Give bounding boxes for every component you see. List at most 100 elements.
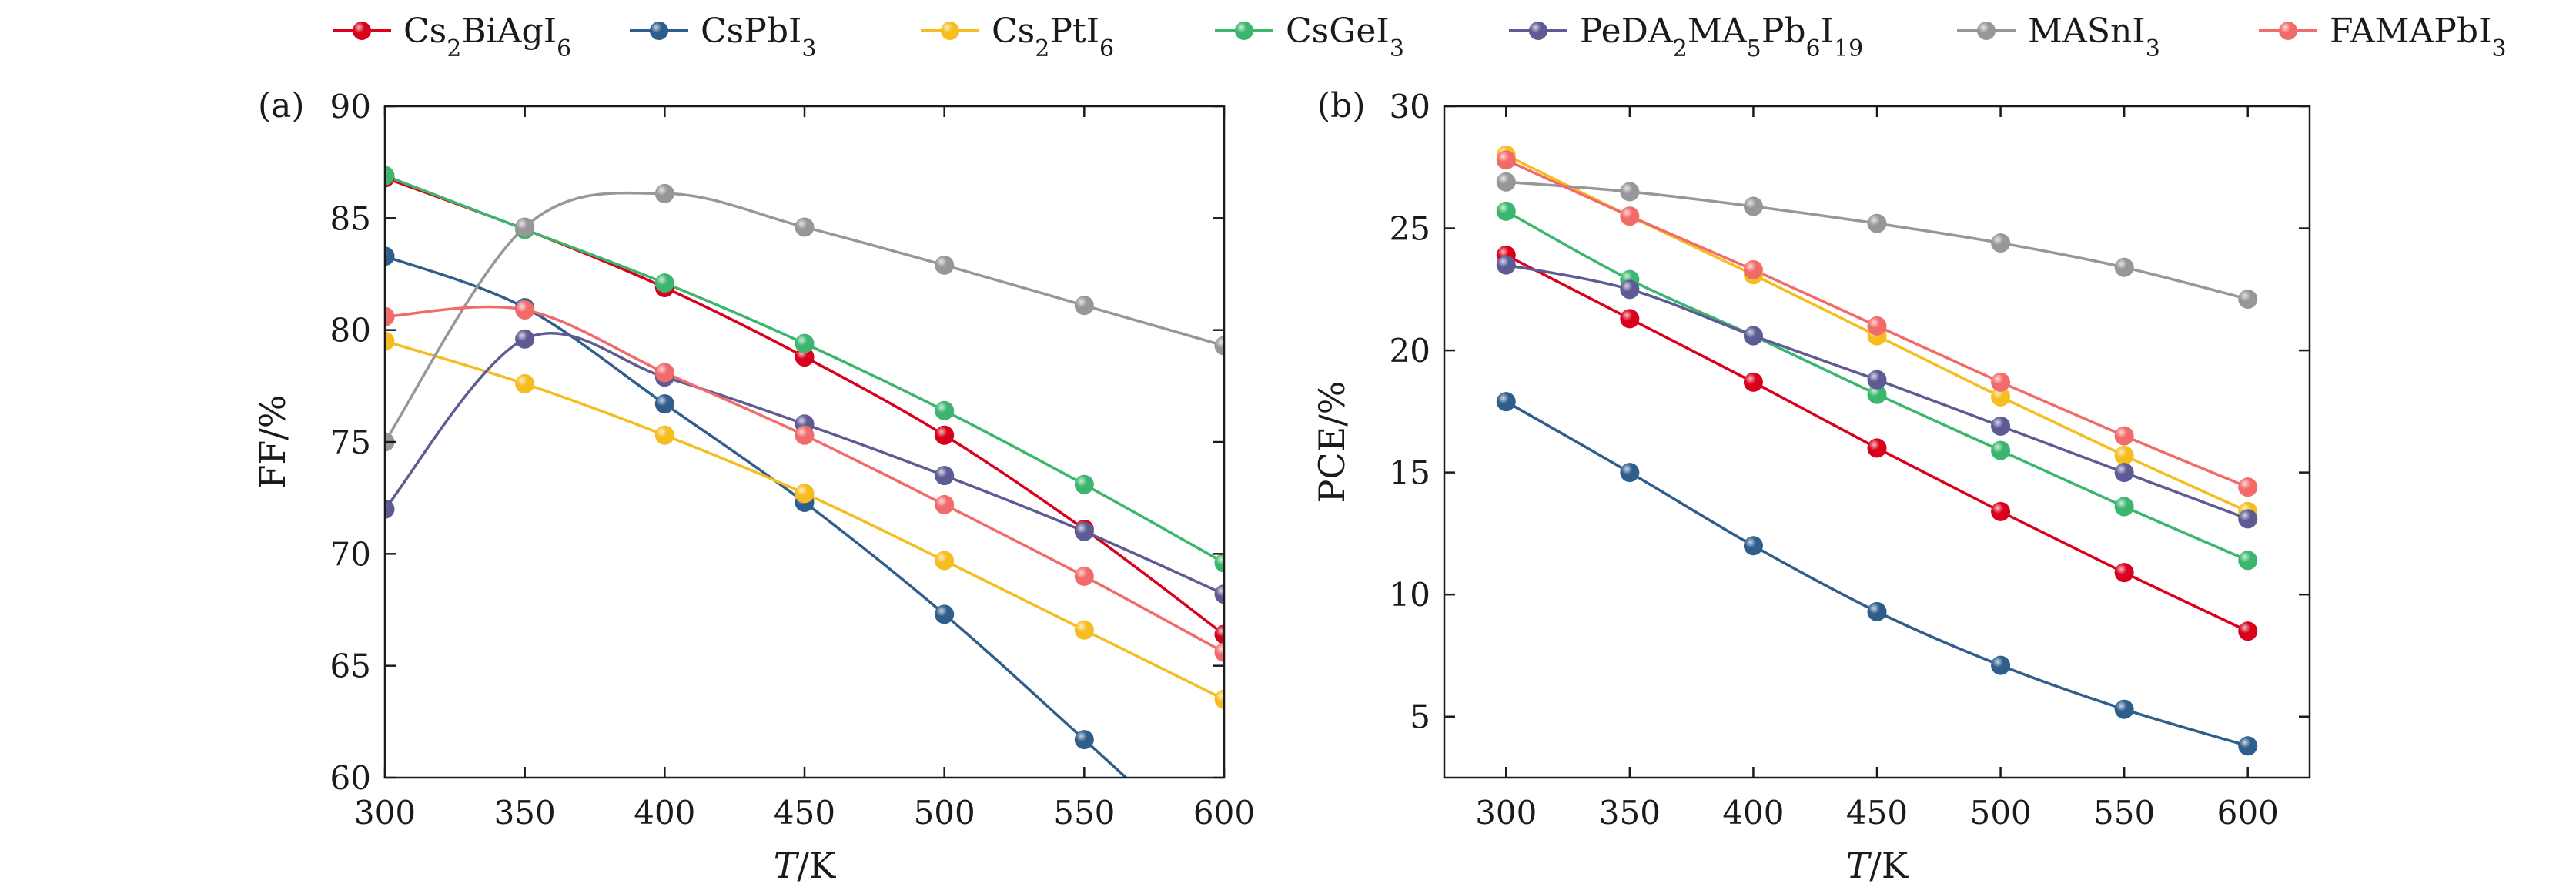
point-shine bbox=[935, 551, 955, 571]
y-tick-label: 10 bbox=[1390, 576, 1430, 614]
x-tick-label: 450 bbox=[1846, 794, 1908, 832]
y-tick-label: 15 bbox=[1390, 454, 1430, 492]
point-shine bbox=[935, 400, 955, 420]
legend-marker-shine bbox=[353, 22, 371, 40]
legend-label: CsGeI3 bbox=[1286, 12, 1404, 62]
point-shine bbox=[2238, 736, 2258, 756]
legend: Cs2BiAgI6 CsPbI3 Cs2PtI6 CsGeI3 PeDA2MA5Pb6I… bbox=[333, 12, 2507, 62]
panel-label: (a) bbox=[258, 86, 305, 126]
point-shine bbox=[935, 255, 955, 275]
y-tick-label: 25 bbox=[1390, 210, 1430, 248]
x-tick-label: 600 bbox=[1193, 794, 1255, 832]
x-tick-label: 500 bbox=[914, 794, 975, 832]
point-shine bbox=[1214, 642, 1224, 662]
point-shine bbox=[1867, 370, 1887, 390]
series-line-peda2ma5pb6i19 bbox=[385, 331, 1224, 596]
legend-marker-shine bbox=[1235, 22, 1253, 40]
legend-item-famapbi3: FAMAPbI3 bbox=[2259, 12, 2507, 62]
point-shine bbox=[1867, 438, 1887, 458]
y-tick-label: 30 bbox=[1390, 88, 1430, 126]
point-shine bbox=[1214, 336, 1224, 356]
legend-label: Cs2PtI6 bbox=[992, 12, 1114, 62]
point-shine bbox=[1214, 553, 1224, 573]
x-tick-label: 500 bbox=[1969, 794, 2031, 832]
point-shine bbox=[654, 363, 674, 383]
point-shine bbox=[1991, 655, 2011, 675]
point-shine bbox=[1214, 584, 1224, 604]
point-shine bbox=[2114, 699, 2134, 719]
legend-marker-shine bbox=[2279, 22, 2297, 40]
point-shine bbox=[1496, 150, 1516, 170]
point-shine bbox=[2114, 497, 2134, 517]
y-tick-label: 65 bbox=[330, 648, 371, 685]
y-tick-label: 75 bbox=[330, 423, 371, 461]
x-tick-label: 400 bbox=[1722, 794, 1784, 832]
legend-marker-shine bbox=[650, 22, 668, 40]
point-shine bbox=[2238, 290, 2258, 310]
legend-marker-shine bbox=[941, 22, 959, 40]
point-shine bbox=[1991, 372, 2011, 392]
x-tick-label: 550 bbox=[1053, 794, 1115, 832]
point-shine bbox=[1867, 213, 1887, 233]
point-shine bbox=[1620, 463, 1640, 483]
point-shine bbox=[1074, 474, 1094, 494]
point-shine bbox=[1074, 620, 1094, 640]
point-shine bbox=[385, 499, 395, 519]
series-line-cs2biagi6 bbox=[385, 176, 1224, 636]
point-shine bbox=[1496, 392, 1516, 412]
series-line-cs2pti6 bbox=[385, 340, 1224, 701]
point-shine bbox=[515, 329, 535, 349]
x-tick-label: 400 bbox=[634, 794, 695, 832]
point-shine bbox=[2114, 563, 2134, 583]
point-shine bbox=[1867, 601, 1887, 621]
point-shine bbox=[2114, 463, 2134, 483]
x-tick-label: 350 bbox=[494, 794, 556, 832]
point-shine bbox=[1074, 521, 1094, 541]
x-tick-label: 350 bbox=[1599, 794, 1661, 832]
y-tick-label: 80 bbox=[330, 312, 371, 350]
point-shine bbox=[385, 331, 395, 351]
legend-item-masni3: MASnI3 bbox=[1957, 12, 2160, 62]
point-shine bbox=[1214, 689, 1224, 709]
point-shine bbox=[1743, 196, 1763, 216]
y-axis-label: FF/% bbox=[252, 394, 293, 489]
point-shine bbox=[385, 306, 395, 326]
legend-item-cspbi3: CsPbI3 bbox=[630, 12, 817, 62]
legend-label: Cs2BiAgI6 bbox=[403, 12, 571, 62]
point-shine bbox=[1991, 440, 2011, 460]
x-tick-label: 300 bbox=[354, 794, 416, 832]
point-shine bbox=[1074, 730, 1094, 750]
point-shine bbox=[1214, 624, 1224, 644]
point-shine bbox=[515, 300, 535, 320]
point-shine bbox=[654, 183, 674, 203]
panel-b: 300 350 400 450 500 550 600 5 10 15 20 25 30 T/K PCE/%… bbox=[1311, 86, 2311, 886]
point-shine bbox=[515, 373, 535, 393]
point-shine bbox=[1496, 255, 1516, 275]
point-shine bbox=[1867, 316, 1887, 336]
legend-label: FAMAPbI3 bbox=[2330, 12, 2507, 62]
point-shine bbox=[1620, 182, 1640, 202]
point-shine bbox=[1743, 536, 1763, 556]
legend-item-peda2ma5pb6i19: PeDA2MA5Pb6I19 bbox=[1509, 12, 1863, 62]
point-shine bbox=[795, 484, 815, 504]
point-cspbi3-600 bbox=[1215, 858, 1234, 877]
x-axis-label: T/K bbox=[774, 845, 837, 886]
point-shine bbox=[654, 273, 674, 293]
point-shine bbox=[2238, 551, 2258, 571]
point-shine bbox=[1620, 279, 1640, 300]
series-line-masni3 bbox=[1506, 180, 2249, 301]
point-shine bbox=[1074, 566, 1094, 586]
x-tick-label: 600 bbox=[2217, 794, 2279, 832]
point-shine bbox=[2114, 426, 2134, 446]
point-shine bbox=[1867, 384, 1887, 404]
point-shine bbox=[2238, 509, 2258, 529]
point-shine bbox=[1991, 416, 2011, 436]
point-shine bbox=[935, 604, 955, 624]
legend-item-csgei3: CsGeI3 bbox=[1215, 12, 1404, 62]
plot-area bbox=[385, 166, 1234, 877]
point-shine bbox=[1991, 387, 2011, 407]
point-shine bbox=[1074, 296, 1094, 316]
point-shine bbox=[935, 425, 955, 445]
x-tick-label: 450 bbox=[774, 794, 835, 832]
